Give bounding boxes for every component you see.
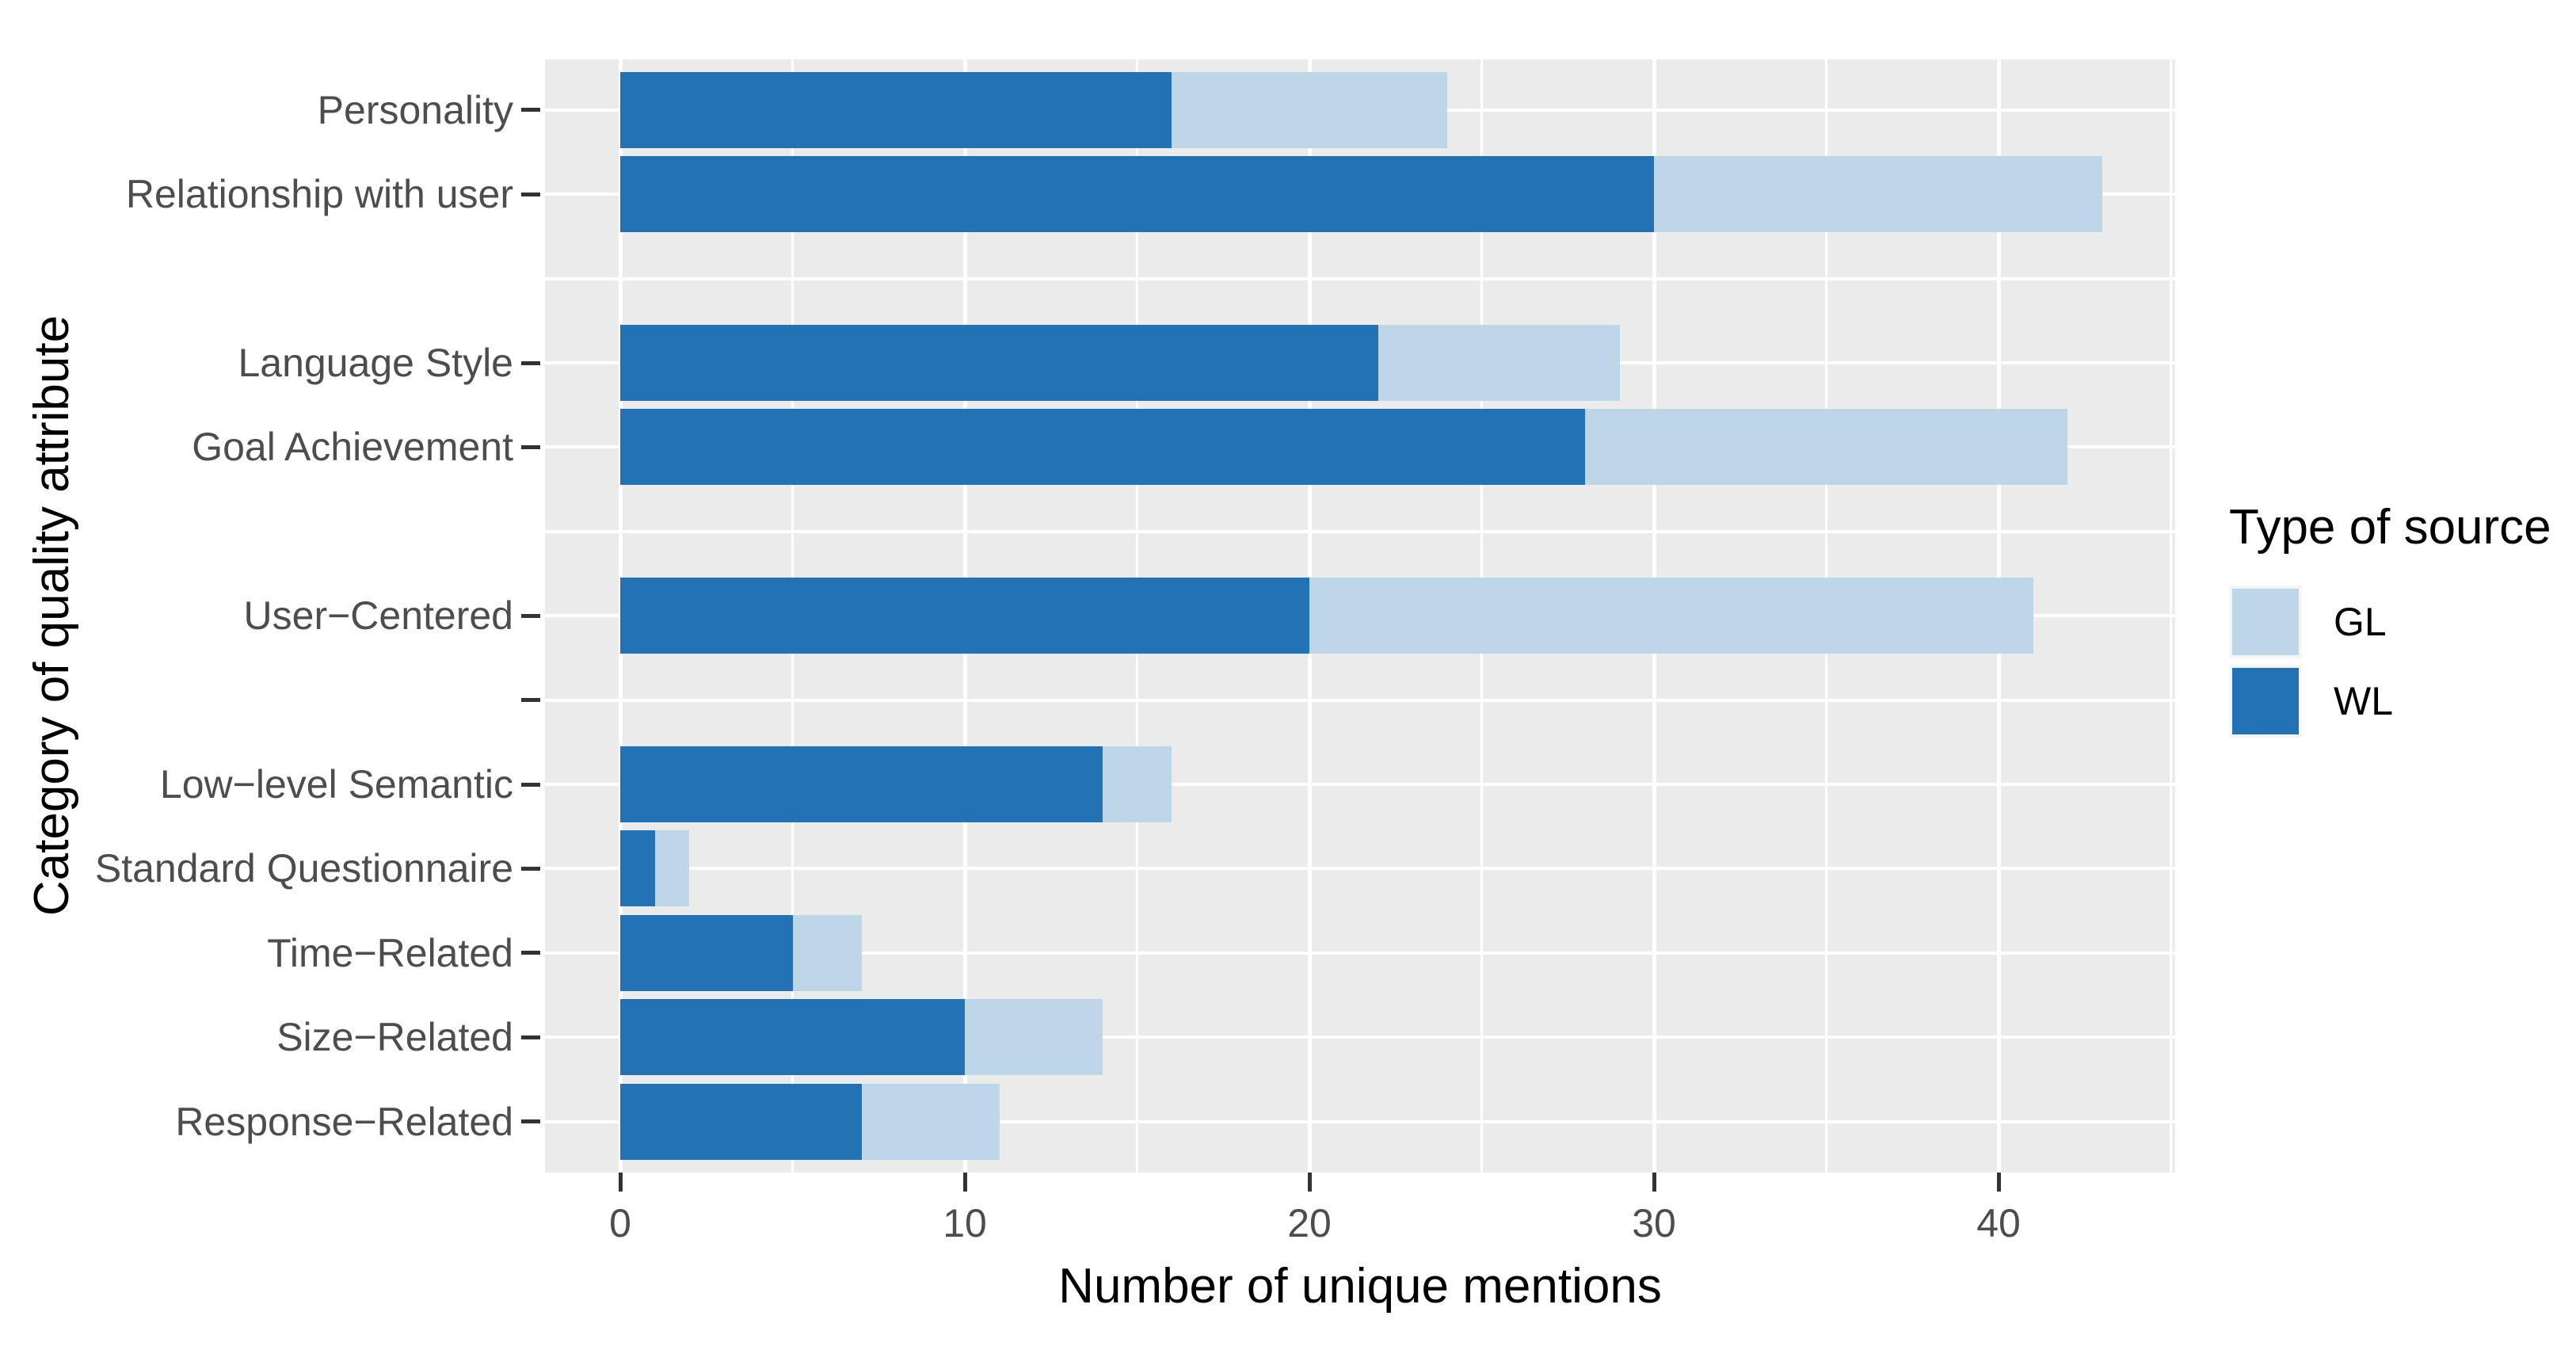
bar-segment-gl (1103, 746, 1172, 823)
y-axis-tick-label: Size−Related (276, 1015, 513, 1060)
y-axis-tick (521, 866, 540, 871)
y-axis-tick (521, 360, 540, 365)
y-axis-tick (521, 444, 540, 449)
x-axis-title: Number of unique mentions (1058, 1259, 1662, 1314)
x-axis-tick-label: 10 (943, 1201, 987, 1245)
gridline-row-11 (545, 1035, 2175, 1039)
y-axis-tick (521, 782, 540, 787)
y-axis-tick (521, 1119, 540, 1124)
bar-segment-wl (620, 156, 1654, 233)
y-axis-tick (521, 1035, 540, 1039)
legend: Type of source GL WL (2229, 499, 2551, 744)
bar-segment-gl (1585, 409, 2067, 486)
legend-entry-wl: WL (2229, 665, 2551, 738)
bar-segment-gl (965, 999, 1103, 1076)
gridline-row-5 (545, 529, 2175, 533)
y-axis-tick (521, 613, 540, 618)
bar-segment-wl (620, 746, 1103, 823)
gridline-row-7 (545, 698, 2175, 702)
y-axis-tick-label: Goal Achievement (192, 425, 513, 470)
x-axis-tick (1652, 1173, 1656, 1192)
y-axis-tick (521, 108, 540, 113)
legend-entry-label: WL (2334, 679, 2393, 723)
bar-segment-wl (620, 1083, 862, 1160)
y-axis-tick-label: User−Centered (243, 593, 513, 639)
y-axis-tick (521, 951, 540, 955)
y-axis-tick-label: Language Style (238, 341, 513, 386)
y-axis-tick (521, 192, 540, 196)
legend-entries: GL WL (2229, 585, 2551, 738)
x-axis-tick-label: 40 (1976, 1201, 2021, 1245)
x-axis-tick (1996, 1173, 2001, 1192)
gridline-row-9 (545, 867, 2175, 871)
x-axis-tick (618, 1173, 623, 1192)
legend-entry-gl: GL (2229, 585, 2551, 658)
legend-key-swatch-gl (2229, 585, 2302, 658)
legend-title: Type of source (2229, 500, 2551, 555)
bar-segment-gl (1378, 325, 1620, 402)
y-axis-tick-label: Time−Related (267, 930, 513, 975)
legend-entry-label: GL (2334, 600, 2387, 644)
y-axis-tick-label: Standard Questionnaire (94, 846, 513, 891)
x-axis-tick (962, 1173, 967, 1192)
bar-segment-wl (620, 999, 965, 1076)
bar-segment-gl (861, 1083, 1000, 1160)
legend-key-swatch-wl (2229, 665, 2302, 738)
y-axis-tick-label: Low−level Semantic (159, 762, 513, 807)
y-axis-tick-label: Response−Related (175, 1099, 513, 1144)
bar-segment-wl (620, 578, 1309, 654)
x-axis-tick-label: 0 (609, 1201, 631, 1245)
x-axis-tick (1307, 1173, 1312, 1192)
gridline-row-12 (545, 1119, 2175, 1123)
bar-segment-wl (620, 830, 655, 907)
y-axis-tick-label: Relationship with user (125, 172, 513, 217)
bar-segment-gl (654, 830, 689, 907)
bar-segment-gl (1654, 156, 2102, 233)
bar-segment-wl (620, 71, 1172, 148)
y-axis-title: Category of quality attribute (25, 315, 79, 917)
gridline-row-2 (545, 276, 2175, 280)
y-axis-tick (521, 698, 540, 703)
y-axis-tick-label: Personality (317, 87, 513, 132)
x-axis-tick-label: 20 (1287, 1201, 1332, 1245)
x-axis-tick-label: 30 (1632, 1201, 1676, 1245)
plot-panel (545, 59, 2175, 1173)
bar-segment-wl (620, 325, 1378, 402)
bar-segment-wl (620, 914, 793, 991)
bar-segment-gl (792, 914, 862, 991)
gridline-row-10 (545, 951, 2175, 955)
gridline-row-8 (545, 783, 2175, 787)
bar-segment-wl (620, 409, 1585, 486)
bar-segment-gl (1172, 71, 1447, 148)
bar-segment-gl (1309, 578, 2033, 654)
